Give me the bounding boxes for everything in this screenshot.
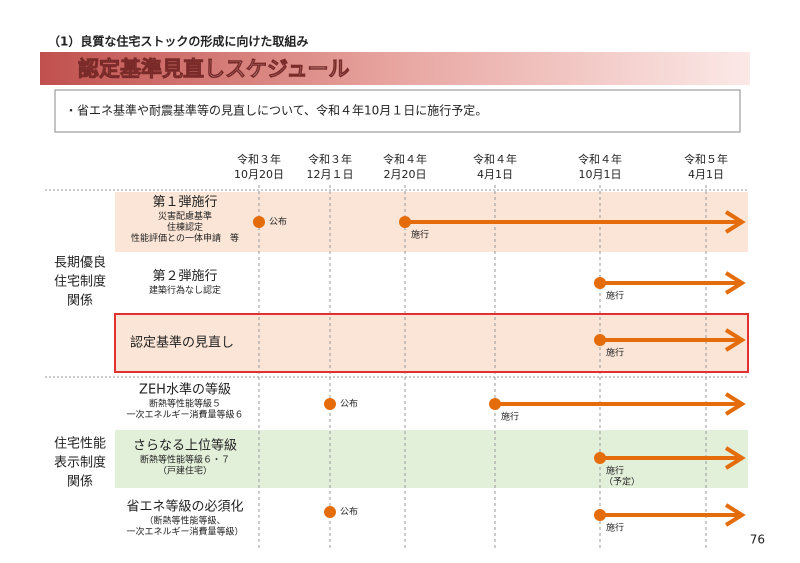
event-label: 施行 [606,522,624,534]
timeline-date: 2月20日 [384,168,427,181]
row-detail: 断熱等性能等級５ [149,398,221,410]
timeline-date: 4月1日 [477,168,513,181]
row-detail: 断熱等性能等級６・７ [140,454,230,466]
event-dot [594,509,606,521]
event-label: 施行 [411,229,429,241]
timeline-era: 令和５年 [684,152,728,166]
arrow-head [724,446,746,470]
arrow-head [724,328,746,352]
timeline-date: 10月20日 [234,168,284,181]
row-detail: （戸建住宅） [158,465,212,477]
event-label: 施行 [606,465,624,477]
arrow-head [724,210,746,234]
page-title: 認定基準見直しスケジュール [78,57,350,81]
timeline-era: 令和３年 [308,152,352,166]
timeline-era: 令和４年 [578,152,622,166]
highlight-box [114,313,749,373]
event-dot [594,277,606,289]
group-label: 関係 [67,294,93,309]
row-detail: （断熱等性能等級、 [144,515,225,527]
group-label: 表示制度 [54,455,106,471]
page-number: 76 [750,533,765,547]
title-banner [40,52,750,85]
event-dot [324,398,336,410]
event-dot [594,452,606,464]
event-dot [399,216,411,228]
event-note: （予定） [604,476,640,488]
row-title: ZEH水準の等級 [139,382,231,398]
group-label: 住宅性能 [54,437,106,452]
row-detail: 性能評価との一体申請 等 [131,232,239,244]
row-detail: 一次エネルギー消費量等級６ [126,409,243,421]
event-label: 公布 [269,216,287,228]
event-label: 公布 [340,398,358,410]
group-label: 長期優良 [54,255,106,271]
event-label: 施行 [606,347,624,359]
event-label: 公布 [340,506,358,518]
timeline-date: 12月１日 [307,168,354,181]
event-dot [594,334,606,346]
event-dot [253,216,265,228]
timeline-date: 10月1日 [579,168,622,181]
row-detail: 災害配慮基準 [158,210,212,222]
timeline-era: 令和４年 [383,152,427,166]
timeline-era: 令和３年 [237,152,281,166]
row-title: さらなる上位等級 [133,438,237,454]
event-dot [489,398,501,410]
row-title: 第１弾施行 [152,195,217,210]
timeline-date: 4月1日 [688,168,724,181]
row-title: 第２弾施行 [152,269,217,284]
row-detail: 一次エネルギー消費量等級） [126,526,243,538]
row-detail: 住棟認定 [167,221,203,233]
row-title: 認定基準の見直し [130,335,234,351]
event-label: 施行 [606,290,624,302]
arrow-head [724,271,746,295]
row-detail: 建築行為なし認定 [149,284,221,296]
note: ・省エネ基準や耐震基準等の見直しについて、令和４年10月１日に施行予定。 [65,103,487,118]
event-dot [324,506,336,518]
row-title: 省エネ等級の必須化 [126,499,243,515]
section-title: （1）良質な住宅ストックの形成に向けた取組み [48,34,308,49]
event-label: 施行 [501,411,519,423]
note-box [54,89,741,133]
arrow-head [724,392,746,416]
group-label: 住宅制度 [54,274,106,290]
arrow-head [724,503,746,527]
timeline-era: 令和４年 [473,152,517,166]
row-background [115,314,748,372]
group-label: 関係 [67,475,93,490]
